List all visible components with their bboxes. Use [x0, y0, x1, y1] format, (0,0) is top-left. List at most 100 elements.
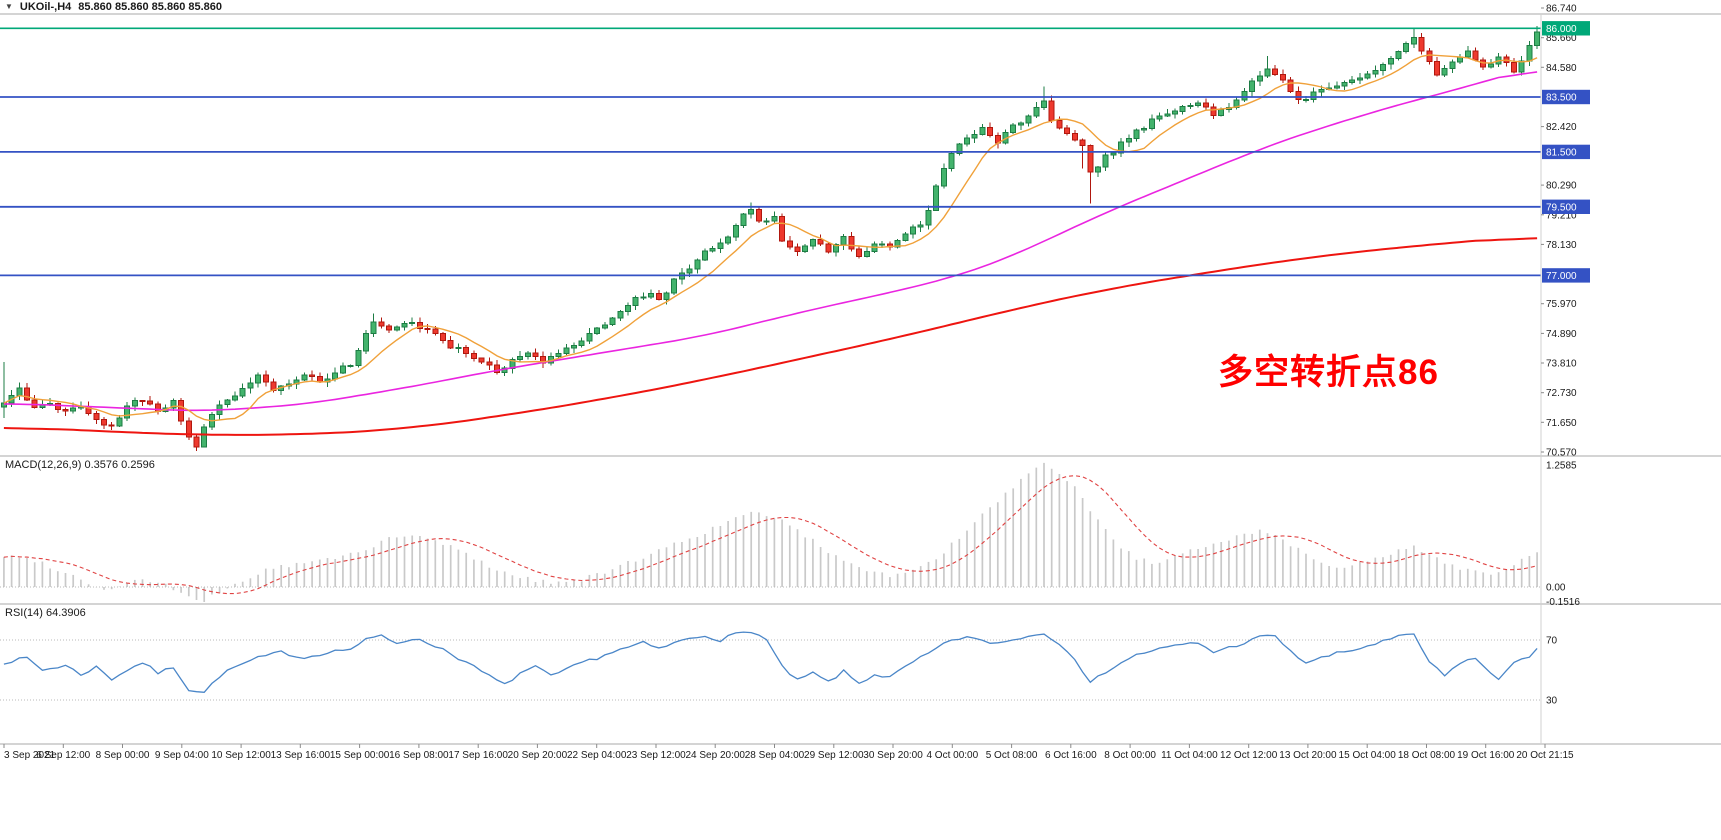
macd-pane-layer	[0, 462, 1541, 602]
candle-body	[802, 245, 809, 252]
candle-body	[1464, 50, 1471, 58]
candle-body	[262, 374, 269, 383]
price-line-label-box	[1542, 144, 1590, 160]
candle-body	[31, 399, 38, 408]
candle-body	[1380, 63, 1386, 72]
candle-body	[578, 340, 585, 347]
candle-body	[840, 236, 847, 245]
candle-body	[1372, 70, 1379, 75]
candle-body	[910, 226, 916, 235]
candle-body	[563, 347, 570, 354]
candle-body	[124, 405, 131, 419]
price-tick-label: 70.570	[1546, 448, 1577, 459]
time-tick-label: 6 Oct 16:00	[1045, 750, 1097, 761]
candle-body	[1133, 129, 1140, 139]
candle-body	[979, 127, 986, 136]
candle-body	[848, 236, 855, 250]
candle-body	[108, 424, 115, 427]
candle-body	[1356, 77, 1363, 81]
price-line-label-box	[1542, 199, 1590, 214]
time-tick-label: 29 Sep 12:00	[804, 750, 864, 761]
candle-body	[1048, 100, 1055, 121]
candle-body	[24, 387, 30, 401]
symbol-timeframe-label: UKOil-,H4	[19, 1, 72, 13]
candles-layer	[0, 26, 1541, 452]
price-line-label-box	[1542, 89, 1590, 105]
price-line-label: 83.500	[1546, 92, 1577, 103]
candle-body	[1172, 110, 1178, 115]
candle-body	[655, 292, 662, 300]
candle-body	[170, 399, 177, 409]
candle-body	[933, 185, 940, 212]
candle-body	[1472, 50, 1479, 61]
candle-body	[1095, 166, 1101, 173]
candle-body	[1434, 61, 1440, 76]
time-tick-label: 10 Sep 12:00	[211, 750, 271, 761]
macd-axis-label: 1.2585	[1546, 461, 1577, 472]
candle-body	[1279, 74, 1286, 81]
candle-body	[1210, 106, 1217, 117]
candle-body	[1518, 60, 1525, 73]
candle-body	[717, 242, 724, 250]
candle-body	[987, 127, 994, 136]
time-tick-label: 8 Sep 00:00	[96, 750, 150, 761]
price-line-label: 77.000	[1546, 271, 1577, 282]
ma-mid-magenta-line	[3, 71, 1538, 412]
candle-body	[1487, 63, 1494, 68]
candle-body	[586, 333, 593, 342]
candle-body	[763, 220, 770, 223]
candle-body	[1102, 154, 1109, 168]
candle-body	[755, 209, 762, 222]
candle-body	[255, 374, 262, 384]
candle-body	[671, 278, 678, 294]
candle-body	[1071, 133, 1078, 141]
candle-body	[964, 137, 970, 145]
price-tick-label: 86.740	[1546, 4, 1577, 15]
candle-body	[478, 357, 485, 363]
price-tick-label: 73.810	[1546, 359, 1577, 370]
ma-slow-red-line	[3, 237, 1538, 436]
time-tick-label: 16 Sep 08:00	[389, 750, 449, 761]
candle-body	[1249, 80, 1256, 93]
candle-body	[1187, 105, 1194, 107]
macd-indicator-label: MACD(12,26,9) 0.3576 0.2596	[5, 459, 155, 471]
chart-marker-icon: ▼	[5, 2, 13, 11]
candle-body	[771, 216, 778, 222]
candle-body	[609, 317, 616, 326]
candle-body	[247, 382, 254, 389]
candle-body	[1218, 108, 1225, 117]
candle-body	[1033, 107, 1040, 117]
candle-body	[1087, 145, 1094, 173]
candle-body	[339, 365, 346, 374]
candle-body	[571, 345, 577, 349]
candle-body	[833, 243, 839, 253]
candle-body	[432, 328, 439, 335]
candle-body	[948, 153, 955, 169]
price-tick-label: 72.730	[1546, 388, 1577, 399]
candle-body	[740, 213, 747, 227]
time-tick-label: 24 Sep 20:00	[685, 750, 745, 761]
candle-body	[470, 353, 477, 359]
candle-body	[1202, 102, 1209, 108]
time-tick-label: 30 Sep 20:00	[863, 750, 923, 761]
time-tick-label: 22 Sep 04:00	[567, 750, 627, 761]
candle-body	[193, 436, 200, 448]
candle-body	[863, 251, 870, 258]
candle-body	[825, 243, 832, 253]
candle-body	[617, 310, 624, 319]
candle-body	[1272, 68, 1279, 76]
candle-body	[355, 350, 362, 366]
candle-body	[786, 240, 793, 248]
rsi-indicator-label: RSI(14) 64.3906	[5, 607, 86, 619]
candle-body	[1156, 115, 1163, 120]
macd-signal-line	[3, 475, 1538, 595]
candle-body	[1341, 81, 1348, 87]
candle-body	[594, 327, 601, 334]
moving-averages-layer	[3, 54, 1538, 436]
candle-body	[131, 400, 138, 407]
candle-body	[1125, 137, 1132, 143]
candle-body	[1303, 98, 1309, 101]
price-line-label-box	[1542, 21, 1590, 36]
candle-body	[1179, 105, 1186, 112]
